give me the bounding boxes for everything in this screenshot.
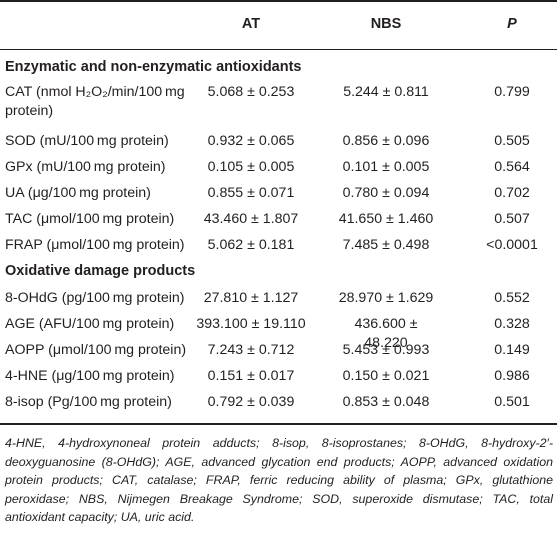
nbs-value: 5.453 ± 0.993 xyxy=(342,342,430,358)
nbs-value: 0.856 ± 0.096 xyxy=(342,133,430,149)
nbs-value: 436.600 ± 48.220 xyxy=(354,316,418,351)
nbs-value: 7.485 ± 0.498 xyxy=(342,237,430,253)
p-value: 0.507 xyxy=(494,211,530,227)
p-value: 0.505 xyxy=(494,133,530,149)
p-value: 0.149 xyxy=(494,342,530,358)
top-rule xyxy=(0,0,557,2)
p-value: 0.328 xyxy=(494,316,530,332)
p-value: 0.702 xyxy=(494,185,530,201)
header-at: AT xyxy=(241,16,261,32)
p-value: 0.501 xyxy=(494,394,530,410)
header-p-value: P xyxy=(507,16,517,32)
at-value: 393.100 ± 19.110 xyxy=(196,316,306,332)
row-label: AGE (AFU/100 mg protein) xyxy=(5,316,175,332)
at-value: 5.068 ± 0.253 xyxy=(207,84,295,100)
header-nbs: NBS xyxy=(370,16,402,32)
row-label: CAT (nmol H₂O₂/min/100 mg protein) xyxy=(5,84,185,119)
at-value: 0.105 ± 0.005 xyxy=(207,159,295,175)
nbs-value: 5.244 ± 0.811 xyxy=(343,84,429,100)
at-value: 0.932 ± 0.065 xyxy=(207,133,295,149)
at-value: 43.460 ± 1.807 xyxy=(203,211,299,227)
nbs-value: 0.150 ± 0.021 xyxy=(342,368,430,384)
row-label: 8-OHdG (pg/100 mg protein) xyxy=(5,290,185,306)
row-label: AOPP (μmol/100 mg protein) xyxy=(5,342,187,358)
at-value: 5.062 ± 0.181 xyxy=(207,237,295,253)
nbs-value: 41.650 ± 1.460 xyxy=(338,211,434,227)
row-label: SOD (mU/100 mg protein) xyxy=(5,133,169,149)
bottom-rule xyxy=(0,423,557,425)
nbs-value: 0.101 ± 0.005 xyxy=(342,159,430,175)
at-value: 7.243 ± 0.712 xyxy=(207,342,295,358)
p-value: <0.0001 xyxy=(486,237,538,253)
p-value: 0.986 xyxy=(494,368,530,384)
p-value: 0.564 xyxy=(494,159,530,175)
p-value: 0.799 xyxy=(494,84,530,100)
row-label: UA (μg/100 mg protein) xyxy=(5,185,151,201)
row-label: 4-HNE (μg/100 mg protein) xyxy=(5,368,175,384)
row-label: 8-isop (Pg/100 mg protein) xyxy=(5,394,172,410)
at-value: 27.810 ± 1.127 xyxy=(203,290,299,306)
table-footnote: 4-HNE, 4-hydroxynoneal protein adducts; … xyxy=(5,436,553,525)
at-value: 0.792 ± 0.039 xyxy=(207,394,295,410)
nbs-value: 0.853 ± 0.048 xyxy=(342,394,430,410)
nbs-value: 28.970 ± 1.629 xyxy=(338,290,434,306)
row-label: FRAP (μmol/100 mg protein) xyxy=(5,237,185,253)
at-value: 0.151 ± 0.017 xyxy=(207,368,295,384)
p-value: 0.552 xyxy=(494,290,530,306)
nbs-value: 0.780 ± 0.094 xyxy=(342,185,430,201)
at-value: 0.855 ± 0.071 xyxy=(207,185,295,201)
header-rule xyxy=(0,49,557,50)
row-label: TAC (μmol/100 mg protein) xyxy=(5,211,175,227)
row-label: GPx (mU/100 mg protein) xyxy=(5,159,166,175)
